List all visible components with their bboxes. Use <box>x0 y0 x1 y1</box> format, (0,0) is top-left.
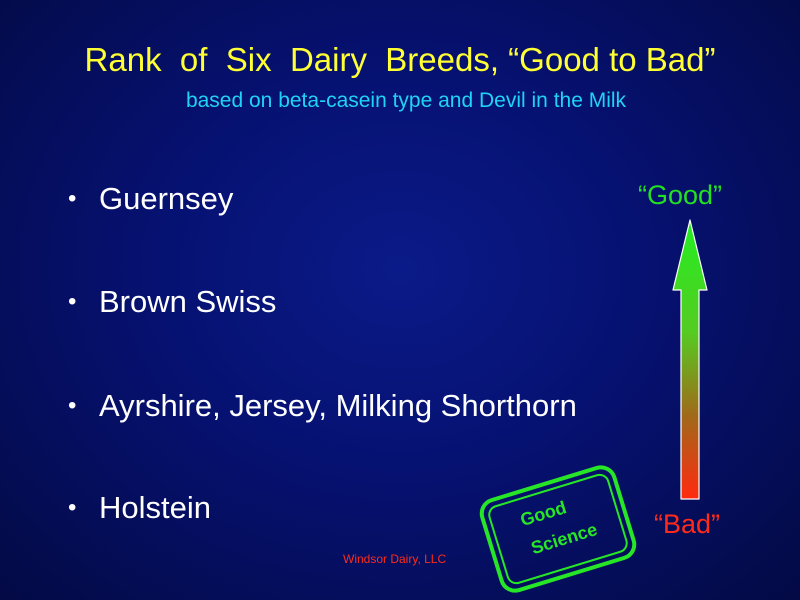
bullet-text: Brown Swiss <box>99 284 277 319</box>
good-bad-gradient-arrow-icon <box>672 219 708 500</box>
slide-subtitle: based on beta-casein type and Devil in t… <box>185 89 627 112</box>
good-science-stamp: Good Science <box>475 461 641 597</box>
footer-credit: Windsor Dairy, LLC <box>343 552 447 566</box>
bullet-text: Guernsey <box>99 181 234 216</box>
bullet-dot: • <box>68 392 77 419</box>
bullet-text: Ayrshire, Jersey, Milking Shorthorn <box>99 388 577 423</box>
bullet-item-guernsey: • Guernsey <box>68 180 233 217</box>
bullet-dot: • <box>68 288 77 315</box>
bad-label: “Bad” <box>654 509 721 539</box>
bullet-dot: • <box>68 185 77 212</box>
good-label: “Good” <box>638 180 723 210</box>
slide-title: Rank of Six Dairy Breeds, “Good to Bad” <box>84 41 716 78</box>
bullet-dot: • <box>68 494 77 521</box>
bullet-item-brown-swiss: • Brown Swiss <box>68 283 276 320</box>
bullet-text: Holstein <box>99 490 211 525</box>
bullet-item-ayrshire-jersey-milking-shorthorn: • Ayrshire, Jersey, Milking Shorthorn <box>68 387 577 424</box>
bullet-item-holstein: • Holstein <box>68 489 211 526</box>
